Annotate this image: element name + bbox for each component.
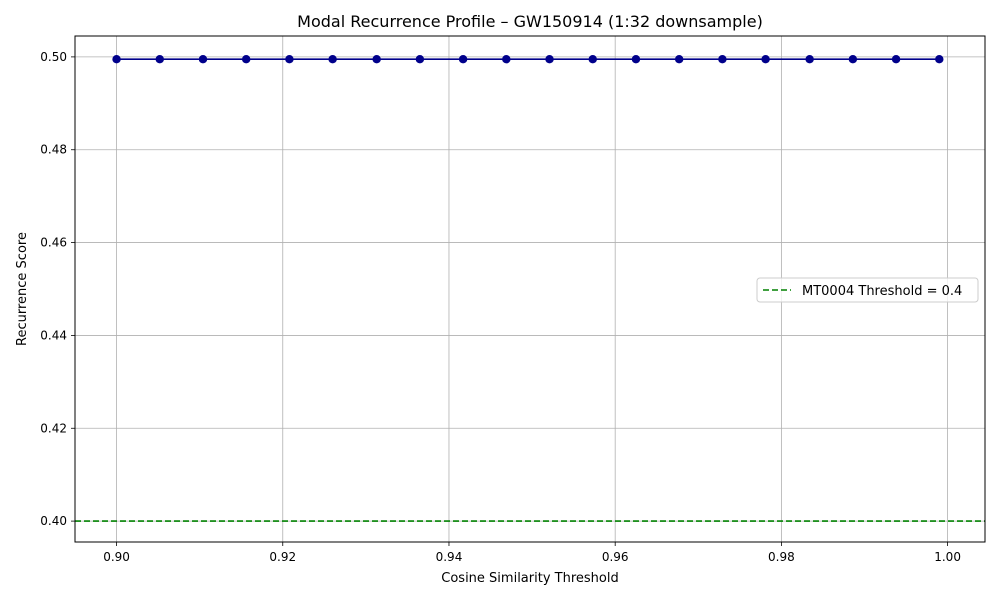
chart-title: Modal Recurrence Profile – GW150914 (1:3… bbox=[297, 12, 763, 31]
data-point bbox=[198, 55, 208, 64]
y-tick-label: 0.40 bbox=[40, 514, 67, 528]
data-point bbox=[674, 55, 684, 64]
data-point bbox=[328, 55, 337, 64]
legend-label-threshold: MT0004 Threshold = 0.4 bbox=[802, 284, 962, 299]
y-axis-label: Recurrence Score bbox=[15, 232, 30, 346]
tick-layer: 0.90 0.92 0.94 0.96 0.98 1.00 0.40 0.42 0.44 0.46… bbox=[40, 50, 961, 564]
data-point bbox=[588, 55, 597, 64]
x-axis-label: Cosine Similarity Threshold bbox=[441, 571, 618, 586]
data-point bbox=[848, 55, 858, 64]
data-point bbox=[155, 55, 164, 64]
x-tick-label: 0.98 bbox=[768, 550, 795, 564]
data-point bbox=[805, 55, 814, 64]
y-tick-label: 0.48 bbox=[40, 143, 67, 157]
data-point bbox=[458, 55, 468, 64]
data-point bbox=[545, 55, 554, 64]
data-point bbox=[285, 55, 294, 64]
x-tick-label: 0.96 bbox=[602, 550, 629, 564]
data-point bbox=[761, 55, 770, 64]
data-point bbox=[372, 55, 381, 64]
data-point bbox=[502, 55, 511, 64]
series-layer bbox=[112, 55, 944, 64]
data-point bbox=[631, 55, 641, 64]
y-tick-label: 0.42 bbox=[40, 421, 67, 435]
data-point bbox=[241, 55, 251, 64]
y-tick-label: 0.50 bbox=[40, 50, 67, 64]
x-tick-label: 1.00 bbox=[934, 550, 961, 564]
y-tick-label: 0.44 bbox=[40, 328, 67, 342]
x-tick-label: 0.94 bbox=[436, 550, 463, 564]
data-point bbox=[415, 55, 425, 64]
data-point bbox=[112, 55, 121, 64]
legend: MT0004 Threshold = 0.4 bbox=[756, 277, 979, 303]
data-point bbox=[718, 55, 727, 64]
x-tick-label: 0.90 bbox=[103, 550, 130, 564]
data-point bbox=[935, 55, 944, 64]
plot-frame bbox=[74, 35, 986, 543]
x-tick-label: 0.92 bbox=[269, 550, 296, 564]
data-point bbox=[891, 55, 901, 64]
legend-box bbox=[756, 277, 979, 303]
y-tick-label: 0.46 bbox=[40, 236, 67, 250]
